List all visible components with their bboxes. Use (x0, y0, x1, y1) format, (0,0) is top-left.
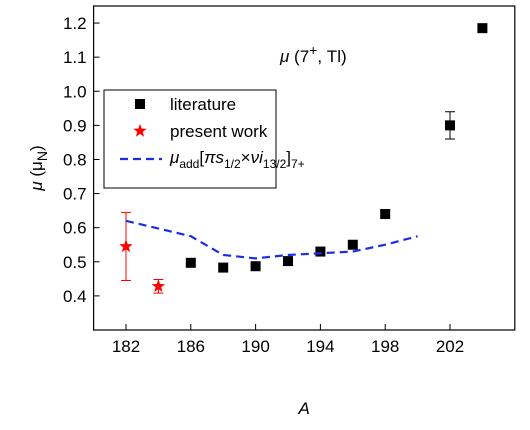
marker (218, 262, 229, 273)
text-part: 7+ (291, 157, 305, 171)
text-part: 13/2 (263, 157, 287, 171)
text-part: μ (27, 181, 46, 192)
text-part: , Tl) (317, 47, 346, 66)
plot-frame (92, 5, 516, 331)
marker (185, 257, 196, 268)
y-tick-label: 0.6 (63, 219, 87, 238)
text-part: (7 (289, 47, 309, 66)
marker (380, 209, 391, 220)
line (125, 219, 418, 260)
marker (347, 239, 358, 250)
marker (135, 99, 145, 109)
text-part: 1/2 (224, 157, 241, 171)
x-tick-label: 198 (371, 337, 399, 356)
marker (315, 246, 326, 257)
text-part: + (309, 42, 317, 58)
x-axis-label: A (298, 399, 310, 418)
text-part: νi (251, 148, 265, 167)
x-tick-label: 190 (241, 337, 269, 356)
marker (445, 120, 455, 131)
y-tick-label: 0.4 (63, 287, 87, 306)
text-part: μ (279, 47, 290, 66)
text-part: ) (27, 145, 46, 151)
legend-label: μadd[πs1/2×νi13/2]7+ (169, 148, 305, 171)
x-tick-label: 194 (306, 337, 334, 356)
marker (133, 124, 147, 137)
text-part: μ (169, 148, 180, 167)
marker (477, 23, 488, 34)
text-part: πs (204, 148, 224, 167)
text-part: [ (199, 148, 204, 167)
y-tick-label: 0.5 (63, 253, 87, 272)
y-tick-label: 1.2 (63, 14, 87, 33)
marker (119, 239, 133, 253)
y-tick-label: 1.1 (63, 48, 87, 67)
legend-label: literature (170, 95, 236, 114)
text-part: N (34, 151, 50, 161)
marker (151, 279, 166, 292)
marker (283, 256, 293, 267)
y-tick-label: 0.9 (63, 116, 87, 135)
text-part: add (179, 157, 199, 171)
text-part: ] (286, 148, 291, 167)
text-part: × (241, 148, 251, 167)
legend-label: present work (170, 122, 268, 141)
marker (250, 261, 261, 272)
annotation: μ (7+, Tl) (279, 42, 347, 66)
y-tick-label: 0.8 (63, 150, 87, 169)
y-axis-label: μ (μN) (27, 145, 50, 191)
y-tick-label: 0.7 (63, 185, 87, 204)
y-tick-label: 1.0 (63, 82, 87, 101)
x-tick-label: 186 (177, 337, 205, 356)
text-part: (μ (27, 161, 46, 181)
legend-box (103, 89, 277, 189)
x-tick-label: 182 (112, 337, 140, 356)
x-tick-label: 202 (436, 337, 464, 356)
